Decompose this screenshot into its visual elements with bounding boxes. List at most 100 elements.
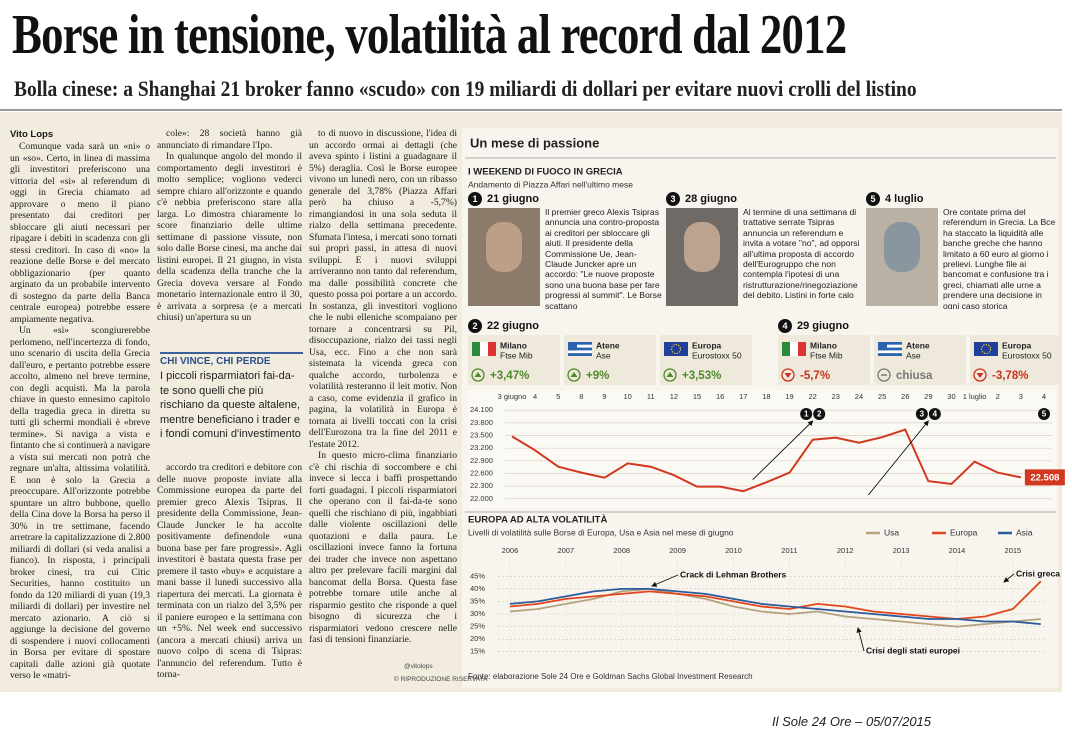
event-date: 22 giugno [487,320,539,332]
x-tick-label: 4 [1042,392,1046,401]
article-column: accordo tra creditori e debitore con del… [157,462,302,688]
flag-stripe [568,353,592,356]
x-tick-label: 10 [623,392,631,401]
x-tick-label: 30 [947,392,955,401]
market-index: Ftse Mib [500,350,533,360]
y-tick-label: 20% [470,634,485,643]
x-tick-label: 2011 [781,546,797,555]
trend-icon [781,368,795,382]
x-tick-label: 5 [556,392,560,401]
x-tick-label: 23 [832,392,840,401]
plot-background [468,390,1056,508]
market-city: Atene [596,340,620,350]
market-change: +3,53% [682,370,721,382]
y-tick-label: 35% [470,596,485,605]
annotation-arrow [651,574,679,587]
flag-stripe [568,344,592,348]
x-tick-label: 26 [901,392,909,401]
flag-stars [670,343,682,355]
x-tick-label: 8 [579,392,583,401]
y-tick-label: 22.300 [470,481,493,490]
event-date: 29 giugno [797,320,849,332]
box-title: CHI VINCE, CHI PERDE [160,356,271,367]
source-note: Fonte: elaborazione Sole 24 Ore e Goldma… [468,672,753,681]
infographic-title: Un mese di passione [470,135,599,150]
x-tick-label: 16 [716,392,724,401]
flag-stripe [878,353,902,356]
legend-label: Europa [950,527,978,537]
x-tick-label: 2014 [949,546,966,555]
x-tick-label: 17 [739,392,747,401]
flag-stripe [472,342,480,356]
market-city: Europa [692,340,722,350]
flag-stripe [790,342,798,356]
data-line [509,588,1041,625]
trend-icon [471,368,485,382]
flag-canton [878,342,887,351]
twitter-handle: @vitolops [404,663,433,670]
source-caption: Il Sole 24 Ore – 05/07/2015 [772,714,932,729]
annotation-arrow [856,627,865,652]
trend-icon [567,368,581,382]
event-photo-detail [884,222,920,272]
marker-arrow [752,420,814,481]
sidebar-box: CHI VINCE, CHI PERDE I piccoli risparmia… [160,352,303,450]
y-tick-label: 30% [470,609,485,618]
event-marker-label: 2 [817,410,822,419]
y-tick-label: 22.000 [470,494,493,503]
event-badge [866,192,880,206]
market-index: Ase [596,350,611,360]
market-city: Milano [500,340,527,350]
event-number: 3 [670,194,675,204]
section-subtitle: Andamento di Piazza Affari nell'ultimo m… [468,179,633,189]
annotation-arrow [1003,573,1015,583]
y-tick-label: 23.200 [470,443,493,452]
y-tick-label: 24.100 [470,405,493,414]
trend-arrow [474,372,482,377]
flag-stripe [878,347,902,351]
x-tick-label: 2008 [613,546,630,555]
market-index: Ftse Mib [810,350,843,360]
x-tick-label: 11 [647,392,655,401]
x-tick-label: 2007 [557,546,574,555]
value-label-box [1024,469,1065,486]
flag-stars [980,343,992,355]
flag-stripe [798,342,806,356]
event-marker [800,408,813,420]
market-change: chiusa [896,370,933,382]
rights-note: © RIPRODUZIONE RISERVATA [394,676,488,683]
event-text: Ore contate prima del referendum in Grec… [943,207,1056,309]
flag-stripe [568,350,592,354]
section-subtitle: Livelli di volatilità sulle Borse di Eur… [468,527,734,537]
flag-stripe [878,342,902,345]
flag-stripe [782,342,790,356]
event-date: 28 giugno [685,193,737,205]
y-tick-label: 23.500 [470,431,493,440]
x-tick-label: 25 [878,392,886,401]
data-line [509,588,1041,628]
event-number: 4 [782,321,787,331]
y-tick-label: 25% [470,622,485,631]
article-column: Vito Lops Comunque vada sarà un «ni» o un… [10,128,150,688]
market-city: Atene [906,340,930,350]
article-column: cole»: 28 società hanno già annunciato d… [157,128,302,349]
event-marker-label: 5 [1042,410,1047,419]
paragraph: to di nuovo in discussione, l'idea di un… [309,128,457,450]
event-photo-detail [486,222,522,272]
market-change: +9% [586,370,609,382]
event-marker-label: 1 [804,410,809,419]
x-tick-label: 3 [1019,392,1023,401]
data-line [511,428,1022,493]
flag-stripe [878,344,902,348]
x-tick-label: 1 luglio [963,392,987,401]
flag-stripe [488,342,496,356]
paragraph: cole»: 28 società hanno già annunciato d… [157,128,302,151]
annotation: Crack di Lehman Brothers [680,569,787,579]
flag-stripe [878,350,902,354]
section-title: EUROPA AD ALTA VOLATILITÀ [468,515,607,526]
section-title: I WEEKEND DI FUOCO IN GRECIA [468,167,623,178]
market-change: -3,78% [992,370,1028,382]
